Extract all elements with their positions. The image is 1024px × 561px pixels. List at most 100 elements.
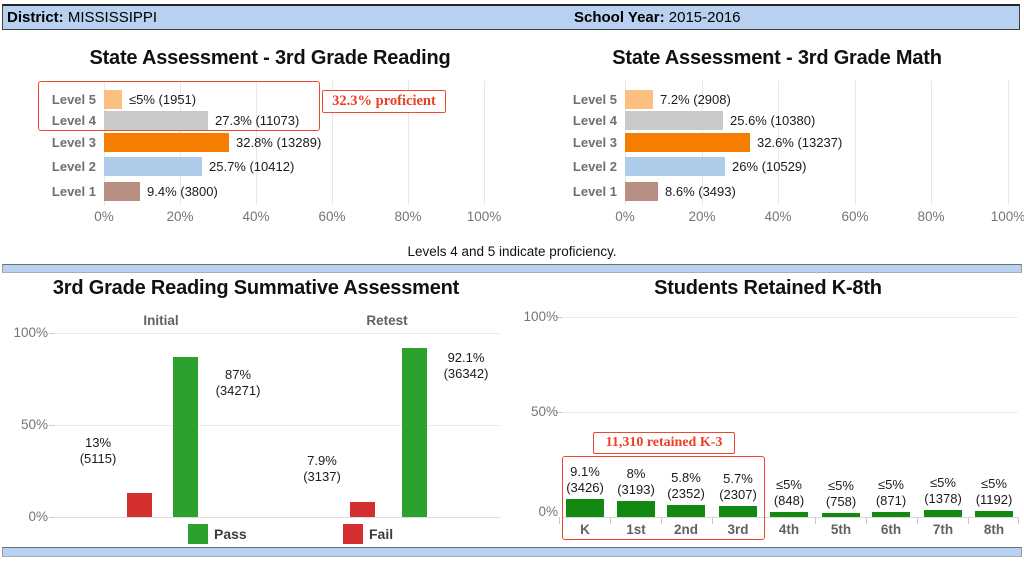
bar-5th[interactable] xyxy=(822,513,860,517)
bar-8th[interactable] xyxy=(975,511,1013,517)
pass-bar-initial[interactable] xyxy=(173,357,198,517)
x-tick-label: 80% xyxy=(394,209,422,224)
retained-chart-title: Students Retained K-8th xyxy=(654,277,882,299)
axis-tick xyxy=(866,517,867,524)
axis-tick xyxy=(556,412,562,413)
gridline xyxy=(55,425,500,426)
value-label-level-2: 26% (10529) xyxy=(732,159,807,174)
gridline xyxy=(256,81,257,205)
gridline xyxy=(55,333,500,334)
gridline xyxy=(855,81,856,205)
x-tick-label: 40% xyxy=(242,209,270,224)
bar-level-4[interactable] xyxy=(104,111,208,130)
bar-level-1[interactable] xyxy=(104,182,140,201)
gridline xyxy=(562,412,1018,413)
retained-chart-plot: 100% 50% 0% 9.1% (3426) K 8% (3193) 1st 5.8% (2352… xyxy=(512,275,1024,547)
category-label-level-3: Level 3 xyxy=(51,135,96,150)
gridline xyxy=(484,81,485,205)
gridline xyxy=(408,81,409,205)
bar-6th[interactable] xyxy=(872,512,910,517)
x-tick-label: 20% xyxy=(166,209,194,224)
x-tick-label: 60% xyxy=(318,209,346,224)
y-tick-label: 100% xyxy=(13,325,48,340)
reading-assessment-chart: State Assessment - 3rd Grade Reading 0% 2… xyxy=(30,45,510,230)
bar-level-4[interactable] xyxy=(625,111,723,130)
proficiency-highlight-box xyxy=(38,81,320,131)
bar-level-3[interactable] xyxy=(104,133,229,152)
value-label-k: 9.1% (3426) xyxy=(566,464,604,495)
legend-pass-label: Pass xyxy=(214,526,247,542)
value-label-pass-initial: 87% (34271) xyxy=(215,367,261,398)
bar-level-5[interactable] xyxy=(104,90,122,109)
fail-bar-retest[interactable] xyxy=(350,502,375,517)
grade-label-4th: 4th xyxy=(778,522,800,537)
value-label-level-5: 7.2% (2908) xyxy=(660,92,731,107)
category-label-level-2: Level 2 xyxy=(51,159,96,174)
value-label-level-5: ≤5% (1951) xyxy=(129,92,197,107)
axis-tick xyxy=(610,517,611,524)
category-label-level-2: Level 2 xyxy=(572,159,617,174)
axis-tick xyxy=(661,517,662,524)
legend-fail-label: Fail xyxy=(369,526,394,542)
district-field: District: MISSISSIPPI xyxy=(7,9,157,26)
axis-tick xyxy=(815,517,816,524)
bar-4th[interactable] xyxy=(770,512,808,517)
pass-bar-retest[interactable] xyxy=(402,348,427,517)
school-year-field: School Year: 2015-2016 xyxy=(574,9,741,26)
value-label-1st: 8% (3193) xyxy=(617,466,655,497)
x-tick-label: 0% xyxy=(615,209,635,224)
value-label-level-1: 8.6% (3493) xyxy=(665,184,736,199)
y-tick-label: 50% xyxy=(20,417,48,432)
value-label-4th: ≤5% (848) xyxy=(773,477,805,508)
value-label-level-4: 25.6% (10380) xyxy=(730,113,816,128)
y-tick-label: 0% xyxy=(538,504,558,519)
y-tick-label: 0% xyxy=(28,509,48,524)
section-divider xyxy=(2,264,1022,273)
axis-tick xyxy=(917,517,918,524)
value-label-7th: ≤5% (1378) xyxy=(924,475,962,506)
grade-label-k: K xyxy=(580,522,590,537)
category-label-level-1: Level 1 xyxy=(51,184,96,199)
x-tick-label: 0% xyxy=(94,209,114,224)
fail-bar-initial[interactable] xyxy=(127,493,152,517)
value-label-8th: ≤5% (1192) xyxy=(975,476,1013,507)
x-tick-label: 80% xyxy=(917,209,945,224)
bar-2nd[interactable] xyxy=(667,505,705,517)
grade-label-2nd: 2nd xyxy=(673,522,698,537)
value-label-3rd: 5.7% (2307) xyxy=(719,471,757,502)
bar-7th[interactable] xyxy=(924,510,962,517)
legend-fail-swatch xyxy=(343,524,363,544)
gridline xyxy=(931,81,932,205)
bar-3rd[interactable] xyxy=(719,506,757,517)
bar-level-2[interactable] xyxy=(104,157,202,176)
school-year-label: School Year: xyxy=(574,9,665,26)
axis-tick xyxy=(49,517,55,518)
bar-level-1[interactable] xyxy=(625,182,658,201)
grade-label-8th: 8th xyxy=(983,522,1005,537)
gridline xyxy=(562,317,1018,318)
bar-level-5[interactable] xyxy=(625,90,653,109)
gridline xyxy=(778,81,779,205)
axis-baseline xyxy=(55,517,500,518)
math-chart-title: State Assessment - 3rd Grade Math xyxy=(612,47,942,69)
bar-level-3[interactable] xyxy=(625,133,750,152)
legend-pass-swatch xyxy=(188,524,208,544)
y-tick-label: 100% xyxy=(523,309,558,324)
summative-assessment-chart: 3rd Grade Reading Summative Assessment I… xyxy=(0,275,512,547)
axis-tick xyxy=(559,517,560,524)
proficiency-annotation: 32.3% proficient xyxy=(322,90,446,113)
value-label-level-3: 32.8% (13289) xyxy=(236,135,322,150)
bar-k[interactable] xyxy=(566,499,604,517)
math-chart-plot: 0% 20% 40% 60% 80% 100% Level 5 7.2% (2908) Leve… xyxy=(530,45,1024,230)
bar-1st[interactable] xyxy=(617,501,655,517)
grade-label-6th: 6th xyxy=(880,522,902,537)
x-tick-label: 40% xyxy=(764,209,792,224)
axis-tick xyxy=(1018,517,1019,524)
grade-label-1st: 1st xyxy=(626,522,646,537)
category-label-level-4: Level 4 xyxy=(572,113,617,128)
grade-label-3rd: 3rd xyxy=(727,522,749,537)
reading-chart-title: State Assessment - 3rd Grade Reading xyxy=(89,47,451,69)
bar-level-2[interactable] xyxy=(625,157,725,176)
summative-chart-plot: 100% 50% 0% 87% (34271) 92.1% (36342) 13% (5115)… xyxy=(0,275,512,547)
